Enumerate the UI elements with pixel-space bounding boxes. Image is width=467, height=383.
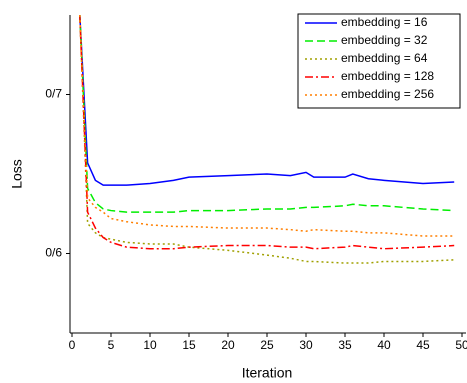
x-tick-label: 40 [377,338,391,352]
x-tick-label: 50 [455,338,467,352]
legend-label: embedding = 128 [341,69,434,83]
x-tick-label: 45 [416,338,430,352]
y-tick-label: 0/6 [45,246,62,260]
x-tick-label: 25 [260,338,274,352]
x-tick-label: 30 [299,338,313,352]
y-tick-label: 0/7 [45,87,62,101]
series-line [79,15,455,250]
x-tick-label: 20 [221,338,235,352]
x-tick-label: 5 [108,338,115,352]
legend-label: embedding = 16 [341,15,428,29]
series-line [79,15,455,186]
x-tick-label: 0 [69,338,76,352]
x-tick-label: 35 [338,338,352,352]
y-axis-label: Loss [9,159,25,189]
series-line [79,15,455,237]
legend-box [297,13,461,109]
x-axis-label: Iteration [242,365,293,381]
x-tick-label: 15 [182,338,196,352]
legend-label: embedding = 32 [341,33,428,47]
series-line [79,15,455,213]
legend-label: embedding = 64 [341,51,428,65]
legend-label: embedding = 256 [341,87,434,101]
x-tick-label: 10 [143,338,157,352]
